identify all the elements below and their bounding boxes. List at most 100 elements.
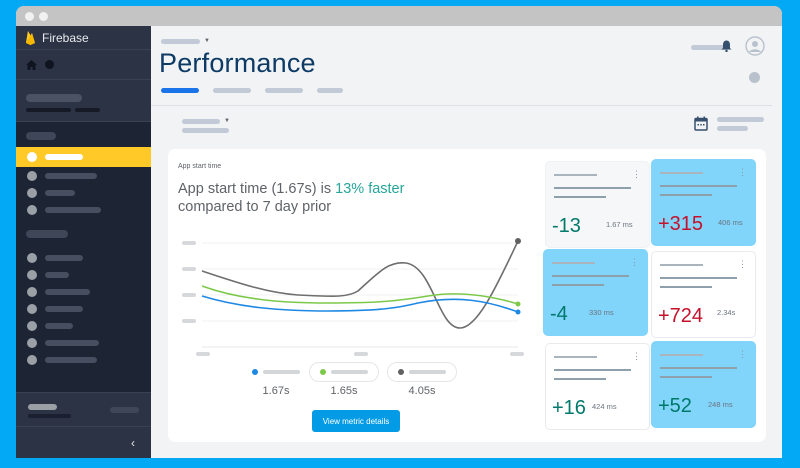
settings-dot-icon[interactable]	[45, 60, 54, 69]
sidebar-item[interactable]	[16, 334, 151, 351]
metric-tile[interactable]: ⋮ +52 248 ms	[651, 341, 756, 428]
legend-item-blue[interactable]: 1.67s	[241, 362, 311, 397]
tile-time: 1.67 ms	[606, 220, 633, 229]
project-meta-placeholder	[75, 108, 100, 112]
gridlines	[202, 242, 518, 322]
collapse-sidebar-button[interactable]: ‹	[16, 426, 151, 458]
series-grey-line	[201, 240, 519, 329]
tile-desc-placeholder	[552, 275, 629, 277]
sidebar-group-1	[16, 147, 151, 218]
tile-time: 248 ms	[708, 400, 733, 409]
item-icon	[27, 252, 37, 263]
tile-time: 406 ms	[718, 218, 743, 227]
tile-desc-placeholder	[554, 378, 606, 380]
title-bar	[16, 6, 782, 26]
legend-label-placeholder	[409, 370, 446, 374]
sidebar-item[interactable]	[16, 317, 151, 334]
home-icon[interactable]	[26, 59, 37, 70]
browser-window: Firebase	[16, 6, 782, 458]
account-circle-icon[interactable]	[745, 36, 765, 56]
tile-desc-placeholder	[660, 376, 712, 378]
tab-dashboard[interactable]	[161, 88, 199, 93]
tile-delta: -4	[550, 303, 568, 325]
sidebar-shortcuts	[16, 50, 151, 80]
sidebar-item[interactable]	[16, 167, 151, 184]
header-divider	[151, 105, 772, 106]
section-header-placeholder	[26, 230, 68, 238]
item-label-placeholder	[45, 288, 90, 295]
view-metric-details-button[interactable]: View metric details	[312, 410, 400, 432]
tab-4[interactable]	[317, 88, 343, 93]
legend-item-grey[interactable]: 4.05s	[387, 362, 457, 397]
item-icon	[27, 286, 37, 297]
legend-dot-icon	[320, 369, 326, 375]
headline-prefix: App start time (1.67s) is	[178, 181, 336, 197]
sidebar-item[interactable]	[16, 249, 151, 266]
plan-meta-placeholder	[28, 414, 71, 418]
sidebar: Firebase	[16, 26, 151, 458]
sidebar-item[interactable]	[16, 184, 151, 201]
item-icon	[27, 354, 37, 365]
tile-desc-placeholder	[554, 369, 631, 371]
sidebar-brand[interactable]: Firebase	[16, 26, 151, 50]
legend-chip[interactable]	[309, 362, 379, 382]
tile-desc-placeholder	[552, 284, 604, 286]
tile-title-placeholder	[554, 356, 597, 358]
project-selector[interactable]	[16, 80, 151, 122]
legend-item-green[interactable]: 1.65s	[309, 362, 379, 397]
more-vert-icon[interactable]: ⋮	[632, 169, 641, 179]
tab-3[interactable]	[265, 88, 303, 93]
metric-tile[interactable]: ⋮ +315 406 ms	[651, 159, 756, 246]
tile-delta: +16	[552, 397, 586, 419]
headline-suffix: compared to 7 day prior	[178, 199, 332, 215]
header-link-placeholder[interactable]	[691, 45, 730, 50]
legend-label-placeholder	[263, 370, 300, 374]
item-icon	[27, 170, 37, 181]
filter-dropdown[interactable]: ▼	[182, 118, 230, 133]
tile-delta: +52	[658, 395, 692, 417]
sidebar-item-performance[interactable]	[16, 147, 151, 167]
sidebar-item[interactable]	[16, 300, 151, 317]
line-chart	[182, 238, 524, 356]
sidebar-item[interactable]	[16, 351, 151, 368]
legend-value: 1.65s	[330, 385, 358, 397]
tile-desc-placeholder	[554, 196, 606, 198]
more-vert-icon[interactable]: ⋮	[632, 351, 641, 361]
x-axis-ticks	[196, 352, 524, 356]
tab-2[interactable]	[213, 88, 251, 93]
sidebar-item[interactable]	[16, 201, 151, 218]
more-vert-icon[interactable]: ⋮	[630, 257, 639, 267]
tile-title-placeholder	[660, 172, 703, 174]
status-dot[interactable]	[749, 72, 760, 83]
item-label-placeholder	[45, 305, 83, 312]
metric-tile[interactable]: ⋮ -13 1.67 ms	[545, 161, 650, 248]
bell-icon[interactable]	[721, 40, 732, 52]
tile-delta: -13	[552, 215, 581, 237]
more-vert-icon[interactable]: ⋮	[738, 349, 747, 359]
chevron-down-icon: ▼	[204, 38, 210, 44]
metric-tile[interactable]: ⋮ +16 424 ms	[545, 343, 650, 430]
plan-info[interactable]	[16, 392, 151, 426]
date-range-picker[interactable]	[694, 116, 764, 131]
plan-name-placeholder	[28, 404, 57, 410]
section-header-build	[16, 122, 151, 140]
filter-subtext-placeholder	[182, 128, 229, 133]
card-label: App start time	[178, 163, 222, 170]
sidebar-item[interactable]	[16, 283, 151, 300]
metric-tile[interactable]: ⋮ -4 330 ms	[543, 249, 648, 336]
more-vert-icon[interactable]: ⋮	[738, 167, 747, 177]
window-close-button[interactable]	[25, 11, 34, 21]
legend-chip[interactable]	[241, 362, 311, 382]
more-vert-icon[interactable]: ⋮	[738, 259, 747, 269]
breadcrumb[interactable]: ▼	[161, 38, 210, 44]
legend-label-placeholder	[331, 370, 368, 374]
legend-chip[interactable]	[387, 362, 457, 382]
sidebar-item[interactable]	[16, 266, 151, 283]
tile-delta: +315	[658, 213, 704, 235]
window-minimize-button[interactable]	[39, 11, 48, 21]
tile-desc-placeholder	[660, 367, 737, 369]
firebase-flame-icon	[26, 31, 35, 45]
metric-tile[interactable]: ⋮ +724 2.34s	[651, 251, 756, 338]
legend-dot-icon	[398, 369, 404, 375]
upgrade-link-placeholder[interactable]	[110, 407, 139, 413]
